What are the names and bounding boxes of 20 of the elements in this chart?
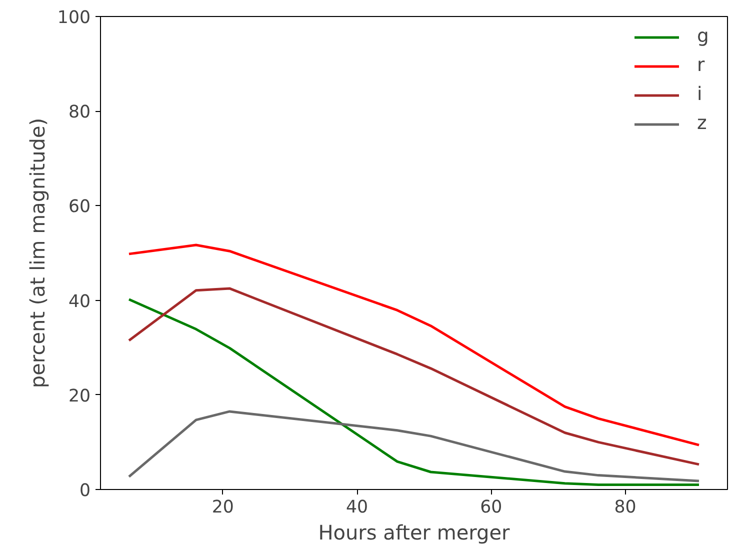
x-axis-title: Hours after merger (318, 520, 511, 544)
x-tick-label: 40 (346, 498, 368, 518)
line-series (128, 244, 700, 446)
x-tick-label: 20 (212, 498, 234, 518)
line-series (128, 410, 700, 482)
x-tick-label: 80 (614, 498, 636, 518)
y-tick-label: 80 (68, 102, 91, 123)
legend-label: r (697, 55, 706, 76)
line-series (128, 298, 700, 486)
line-series (128, 287, 700, 466)
legend-label: z (697, 113, 708, 134)
y-tick-label: 20 (68, 386, 91, 406)
legend-label: i (697, 84, 704, 105)
y-tick-label: 100 (57, 8, 91, 28)
y-tick-label: 0 (79, 481, 91, 501)
y-tick-label: 60 (68, 197, 91, 218)
y-tick-label: 40 (68, 292, 91, 312)
legend-label: g (697, 26, 710, 47)
x-tick-label: 60 (480, 498, 502, 518)
y-axis-title: percent (at lim magnitude) (25, 118, 50, 388)
